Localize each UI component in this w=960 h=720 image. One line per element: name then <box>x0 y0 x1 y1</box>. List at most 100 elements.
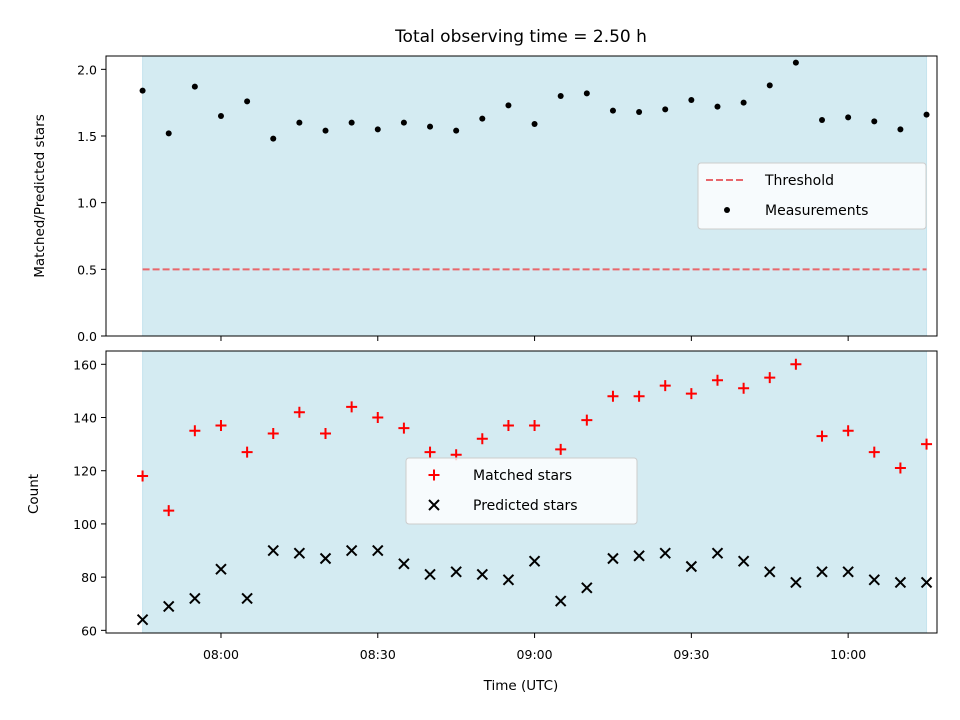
measurement-point <box>609 107 616 114</box>
measurement-point <box>505 102 512 109</box>
predicted-star-point <box>398 558 410 570</box>
predicted-star-point <box>554 595 567 607</box>
predicted-star-point <box>737 555 750 567</box>
measurement-point <box>714 103 721 110</box>
matched-star-point <box>346 401 358 413</box>
predicted-star-point <box>868 574 880 586</box>
matched-star-point <box>476 433 488 445</box>
measurement-point <box>453 127 460 134</box>
measurement-point <box>217 113 224 119</box>
predicted-star-point <box>267 544 279 557</box>
chart-title: Total observing time = 2.50 h <box>394 27 647 47</box>
predicted-star-point <box>816 566 828 578</box>
count-legend: Matched stars Predicted stars <box>405 457 638 525</box>
matched-star-point <box>424 446 436 458</box>
legend-predicted-swatch <box>428 499 440 511</box>
matched-star-point <box>842 425 854 437</box>
matched-star-point <box>816 430 828 442</box>
matched-star-point <box>555 443 567 455</box>
ratio-y-tick-label: 1.0 <box>77 196 97 211</box>
ratio-y-tick-label: 1.5 <box>77 129 97 144</box>
matched-star-point <box>633 390 645 402</box>
predicted-star-point <box>920 576 933 589</box>
measurement-point <box>427 123 434 130</box>
matched-star-point <box>607 390 619 402</box>
predicted-star-point <box>502 574 515 586</box>
predicted-star-point <box>215 563 227 575</box>
ratio-panel: 0.0 0.5 1.0 1.5 2.0 Threshold Measurements <box>77 55 938 344</box>
measurement-point <box>296 119 303 126</box>
matched-star-point <box>189 425 201 437</box>
count-axes-frame <box>105 350 938 634</box>
matched-star-point <box>581 414 593 426</box>
measurement-point <box>322 127 329 134</box>
predicted-star-point <box>790 576 802 589</box>
matched-star-point <box>764 372 776 384</box>
ratio-y-tick-label: 2.0 <box>77 62 97 77</box>
measurement-point <box>244 98 251 105</box>
predicted-star-point <box>450 566 462 578</box>
measurement-point <box>270 135 277 142</box>
x-axis-label: Time (UTC) <box>483 678 559 694</box>
count-x-tick-label: 09:30 <box>673 647 709 662</box>
ratio-axes-frame <box>105 55 938 337</box>
measurement-point <box>636 109 643 115</box>
measurement-point <box>688 97 695 103</box>
measurement-point <box>845 114 852 121</box>
predicted-star-point <box>345 544 358 557</box>
measurement-point <box>740 99 747 106</box>
matched-star-point <box>215 419 227 431</box>
matched-star-point <box>372 412 384 424</box>
count-y-tick-label: 140 <box>73 411 97 426</box>
count-y-tick-label: 60 <box>81 623 97 638</box>
measurement-point <box>479 115 486 122</box>
matched-star-point <box>921 438 933 450</box>
predicted-star-point <box>319 552 332 565</box>
matched-star-point <box>163 505 175 517</box>
predicted-star-point <box>476 568 489 581</box>
measurement-point <box>191 83 198 90</box>
predicted-star-point <box>136 613 149 626</box>
predicted-star-point <box>711 547 724 559</box>
measurement-point <box>557 93 564 99</box>
ratio-legend-box <box>697 162 927 230</box>
measurement-point <box>531 121 538 127</box>
matched-star-point <box>711 374 723 386</box>
matched-star-point <box>868 446 880 458</box>
count-x-tick-label: 09:00 <box>517 647 553 662</box>
matched-star-point <box>293 406 305 418</box>
predicted-star-point <box>894 576 907 589</box>
predicted-star-point <box>842 566 854 578</box>
predicted-star-point <box>189 592 201 605</box>
legend-measurements-swatch <box>724 207 730 213</box>
ratio-y-tick-label: 0.5 <box>77 262 97 277</box>
matched-star-point <box>659 380 671 392</box>
predicted-star-point <box>764 566 776 578</box>
predicted-star-point <box>293 547 306 559</box>
matched-star-point <box>267 427 279 439</box>
measurement-point <box>871 118 878 125</box>
predicted-star-point <box>372 544 384 557</box>
predicted-star-point <box>163 600 175 613</box>
matched-star-point <box>137 470 149 482</box>
predicted-star-point <box>685 560 698 573</box>
measurement-point <box>766 82 773 89</box>
ratio-legend: Threshold Measurements <box>697 162 927 230</box>
matched-star-point <box>529 419 541 431</box>
predicted-star-point <box>424 568 436 581</box>
measurement-point <box>374 126 381 133</box>
predicted-star-point <box>241 592 253 605</box>
measurement-point <box>348 119 355 126</box>
matched-star-point <box>502 419 514 431</box>
count-y-tick-label: 100 <box>73 517 97 532</box>
matched-star-point <box>685 388 697 400</box>
measurement-point <box>819 117 826 123</box>
predicted-star-point <box>528 555 541 567</box>
count-x-tick-label: 08:30 <box>360 647 396 662</box>
predicted-star-point <box>659 547 671 559</box>
count-legend-box <box>405 457 638 525</box>
measurement-point <box>165 130 172 137</box>
count-panel: 60 80 100 120 140 160 08:00 08:30 09:00 09:30 10:0… <box>73 350 938 662</box>
legend-label: Predicted stars <box>473 498 578 514</box>
